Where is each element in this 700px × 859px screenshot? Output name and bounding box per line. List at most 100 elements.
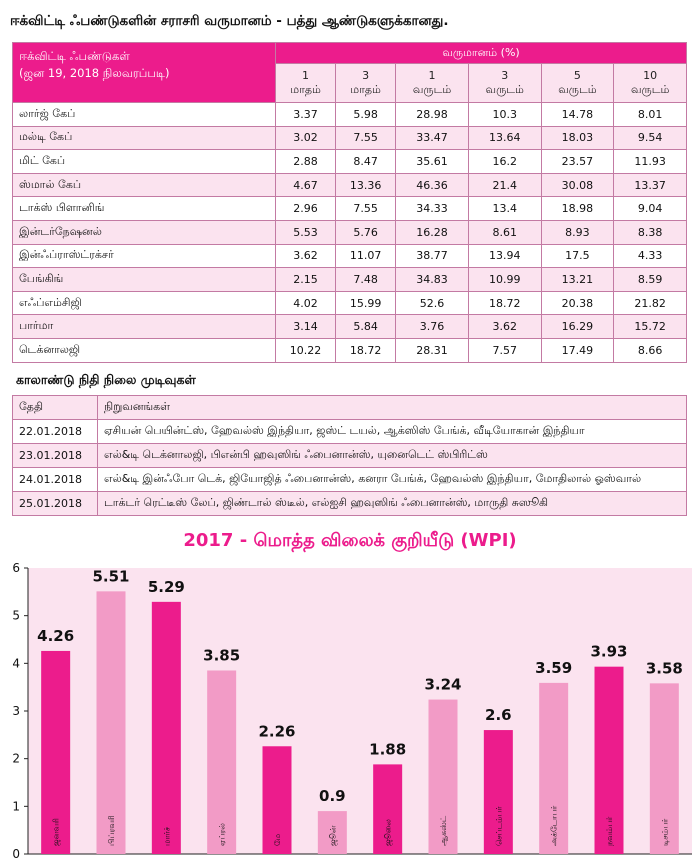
- chart-title: 2017 - மொத்த விலைக் குறியீடு (WPI): [183, 530, 517, 551]
- return-value: 2.96: [274, 196, 337, 221]
- return-value: 3.37: [274, 102, 337, 127]
- fund-category-name: மல்டி கேப்: [12, 125, 276, 151]
- return-value: 8.47: [335, 149, 397, 174]
- y-tick-label: 0: [12, 847, 20, 859]
- result-companies: எல்&டி இன்ஃபோ டெக், ஜியோஜித் ஃபைனான்ஸ், …: [97, 467, 687, 492]
- return-value: 11.07: [335, 243, 397, 269]
- fund-category-name: ஸ்மால் கேப்: [12, 172, 276, 198]
- month-label: ஏப்ரல்: [218, 823, 227, 846]
- return-value: 4.02: [274, 290, 337, 316]
- period-number: 3: [501, 69, 509, 82]
- return-value: 28.31: [395, 337, 469, 363]
- period-header: 3 மாதம்: [335, 63, 397, 103]
- date-column-header: தேதி: [12, 395, 98, 420]
- bar-value-label: 3.59: [535, 659, 572, 677]
- return-value: 33.47: [395, 125, 469, 151]
- table-row: 25.01.2018 டாக்டர் ரெட்டீஸ் லேப், ஜிண்டால…: [12, 491, 687, 516]
- period-number: 1: [302, 69, 310, 82]
- table-row: டெக்னாலஜி 10.22 18.72 28.31 7.57 17.49 8.66: [12, 337, 687, 363]
- table-row: 24.01.2018 எல்&டி இன்ஃபோ டெக், ஜியோஜித் ஃ…: [12, 467, 687, 492]
- y-tick-label: 6: [12, 561, 20, 575]
- return-value: 16.29: [540, 314, 615, 339]
- return-value: 34.33: [395, 196, 469, 221]
- y-tick-label: 2: [12, 752, 20, 766]
- return-value: 34.83: [395, 267, 469, 292]
- fund-returns-table: ஈக்விட்டி ஃபண்டுகள் (ஜன 19, 2018 நிலவரப்…: [12, 42, 687, 363]
- table-row: பார்மா 3.14 5.84 3.76 3.62 16.29 15.72: [12, 314, 687, 339]
- month-label: மார்ச்: [162, 826, 171, 846]
- month-label: நவம்பர்: [605, 816, 614, 846]
- return-value: 3.14: [274, 314, 337, 339]
- month-label: ஜூன்: [328, 825, 338, 846]
- returns-group-header: வருமானம் (%): [275, 42, 687, 64]
- result-date: 25.01.2018: [12, 491, 98, 516]
- period-unit: வருடம்: [412, 83, 452, 96]
- results-header-row: தேதி நிறுவனங்கள்: [12, 395, 687, 420]
- bar: [539, 682, 569, 854]
- plot-background: [28, 568, 692, 854]
- return-value: 13.94: [467, 243, 542, 269]
- return-value: 8.59: [613, 267, 687, 292]
- table-row: இன்டர்நேஷனல் 5.53 5.76 16.28 8.61 8.93 8.38: [12, 219, 687, 245]
- page-title: ஈக்விட்டி ஃபண்டுகளின் சராசரி வருமானம் - …: [10, 13, 449, 29]
- return-value: 21.82: [613, 290, 687, 316]
- result-companies: டாக்டர் ரெட்டீஸ் லேப், ஜிண்டால் ஸ்டீல், …: [97, 491, 687, 516]
- bar: [207, 670, 237, 854]
- quarterly-results-table: தேதி நிறுவனங்கள் 22.01.2018 ஏசியன் பெயின்…: [12, 395, 687, 516]
- return-value: 13.21: [540, 267, 615, 292]
- result-date: 23.01.2018: [12, 443, 98, 468]
- return-value: 11.93: [613, 149, 687, 174]
- return-value: 9.04: [613, 196, 687, 221]
- table-row: டாக்ஸ் பிளானிங் 2.96 7.55 34.33 13.4 18.98 9.0…: [12, 196, 687, 221]
- bar-value-label: 2.26: [258, 722, 295, 740]
- return-value: 2.15: [274, 267, 337, 292]
- y-tick-label: 5: [12, 609, 20, 623]
- table-row: மல்டி கேப் 3.02 7.55 33.47 13.64 18.03 9.54: [12, 125, 687, 151]
- month-label: ஜூலை: [384, 819, 394, 846]
- month-label: ஆகஸ்ட்: [439, 815, 448, 846]
- return-value: 7.55: [335, 125, 397, 151]
- y-tick-label: 1: [12, 799, 20, 813]
- return-value: 28.98: [395, 102, 469, 127]
- fund-category-name: இன்டர்நேஷனல்: [12, 219, 276, 245]
- period-unit: வருடம்: [630, 83, 670, 96]
- return-value: 18.03: [540, 125, 615, 151]
- return-value: 10.22: [274, 337, 337, 363]
- table-row: லார்ஜ் கேப் 3.37 5.98 28.98 10.3 14.78 8.01: [12, 102, 687, 127]
- result-date: 24.01.2018: [12, 467, 98, 492]
- return-value: 9.54: [613, 125, 687, 151]
- return-value: 8.01: [613, 102, 687, 127]
- return-value: 13.37: [613, 172, 687, 198]
- table-row: 22.01.2018 ஏசியன் பெயின்ட்ஸ், ஹேவல்ஸ் இந்…: [12, 419, 687, 444]
- return-value: 10.99: [467, 267, 542, 292]
- table-row: ஸ்மால் கேப் 4.67 13.36 46.36 21.4 30.08 13.37: [12, 172, 687, 198]
- period-number: 1: [428, 69, 436, 82]
- bar-value-label: 4.26: [37, 627, 74, 645]
- return-value: 7.57: [467, 337, 542, 363]
- result-date: 22.01.2018: [12, 419, 98, 444]
- return-value: 5.98: [335, 102, 397, 127]
- month-label: பிப்ரவரி: [107, 815, 116, 846]
- return-value: 17.49: [540, 337, 615, 363]
- return-value: 15.72: [613, 314, 687, 339]
- bar: [151, 601, 181, 854]
- fund-category-name: பார்மா: [12, 314, 276, 339]
- return-value: 15.99: [335, 290, 397, 316]
- return-value: 8.38: [613, 219, 687, 245]
- period-number: 5: [573, 69, 581, 82]
- return-value: 5.53: [274, 219, 337, 245]
- return-value: 52.6: [395, 290, 469, 316]
- bar: [649, 683, 679, 854]
- return-value: 8.61: [467, 219, 542, 245]
- period-unit: மாதம்: [290, 83, 321, 96]
- bar-value-label: 5.51: [92, 567, 129, 585]
- result-companies: எல்&டி டெக்னாலஜி, பிஎன்பி ஹவுஸிங் ஃபைனான…: [97, 443, 687, 468]
- return-value: 18.72: [335, 337, 397, 363]
- return-value: 21.4: [467, 172, 542, 198]
- return-value: 7.48: [335, 267, 397, 292]
- period-header: 3 வருடம்: [467, 63, 542, 103]
- period-header: 1 மாதம்: [274, 63, 337, 103]
- table-row: இன்ஃப்ராஸ்ட்ரக்சர் 3.62 11.07 38.77 13.94 17.…: [12, 243, 687, 269]
- bar: [96, 591, 126, 854]
- return-value: 4.67: [274, 172, 337, 198]
